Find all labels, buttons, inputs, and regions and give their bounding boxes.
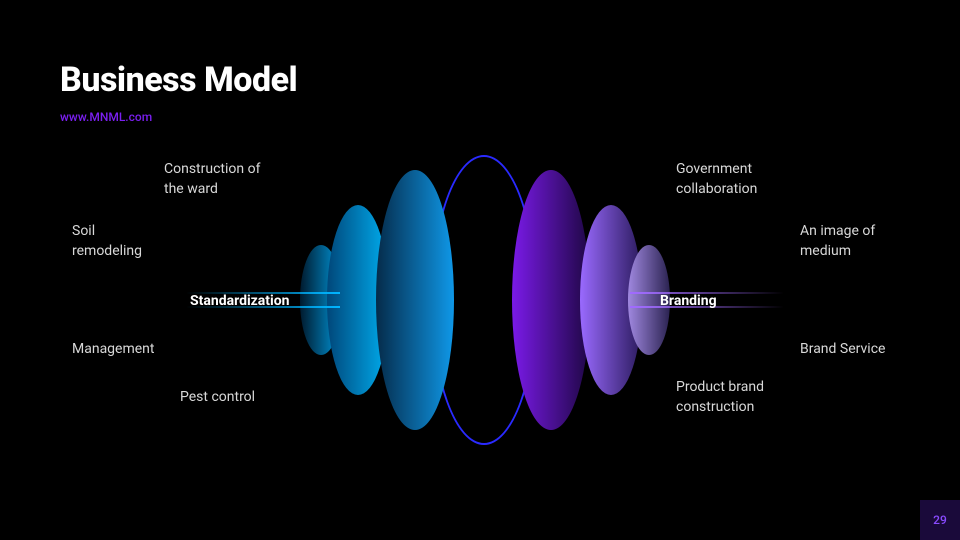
disc-right-3 <box>512 170 590 430</box>
center-ring <box>431 155 537 445</box>
label-core-left: Standardization <box>190 292 289 312</box>
bar-left-1 <box>186 306 340 308</box>
disc-left-1 <box>327 205 389 395</box>
label-right-1: An image of medium <box>800 222 875 261</box>
disc-right-4 <box>580 205 642 395</box>
label-left-0: Construction of the ward <box>164 160 260 199</box>
label-left-2: Management <box>72 340 154 360</box>
label-left-1: Soil remodeling <box>72 222 142 261</box>
label-right-2: Brand Service <box>800 340 885 360</box>
disc-left-0 <box>300 245 342 355</box>
disc-right-5 <box>628 245 670 355</box>
page-title: Business Model <box>60 60 297 100</box>
bar-right-0 <box>630 292 784 294</box>
bar-right-1 <box>630 306 784 308</box>
label-core-right: Branding <box>660 292 717 312</box>
label-left-3: Pest control <box>180 388 255 408</box>
label-right-3: Product brand construction <box>676 378 764 417</box>
bar-left-0 <box>186 292 340 294</box>
disc-left-2 <box>376 170 454 430</box>
page-number-badge: 29 <box>920 500 960 540</box>
page-number: 29 <box>933 513 947 527</box>
label-right-0: Government collaboration <box>676 160 757 199</box>
page-subtitle: www.MNML.com <box>60 110 152 124</box>
